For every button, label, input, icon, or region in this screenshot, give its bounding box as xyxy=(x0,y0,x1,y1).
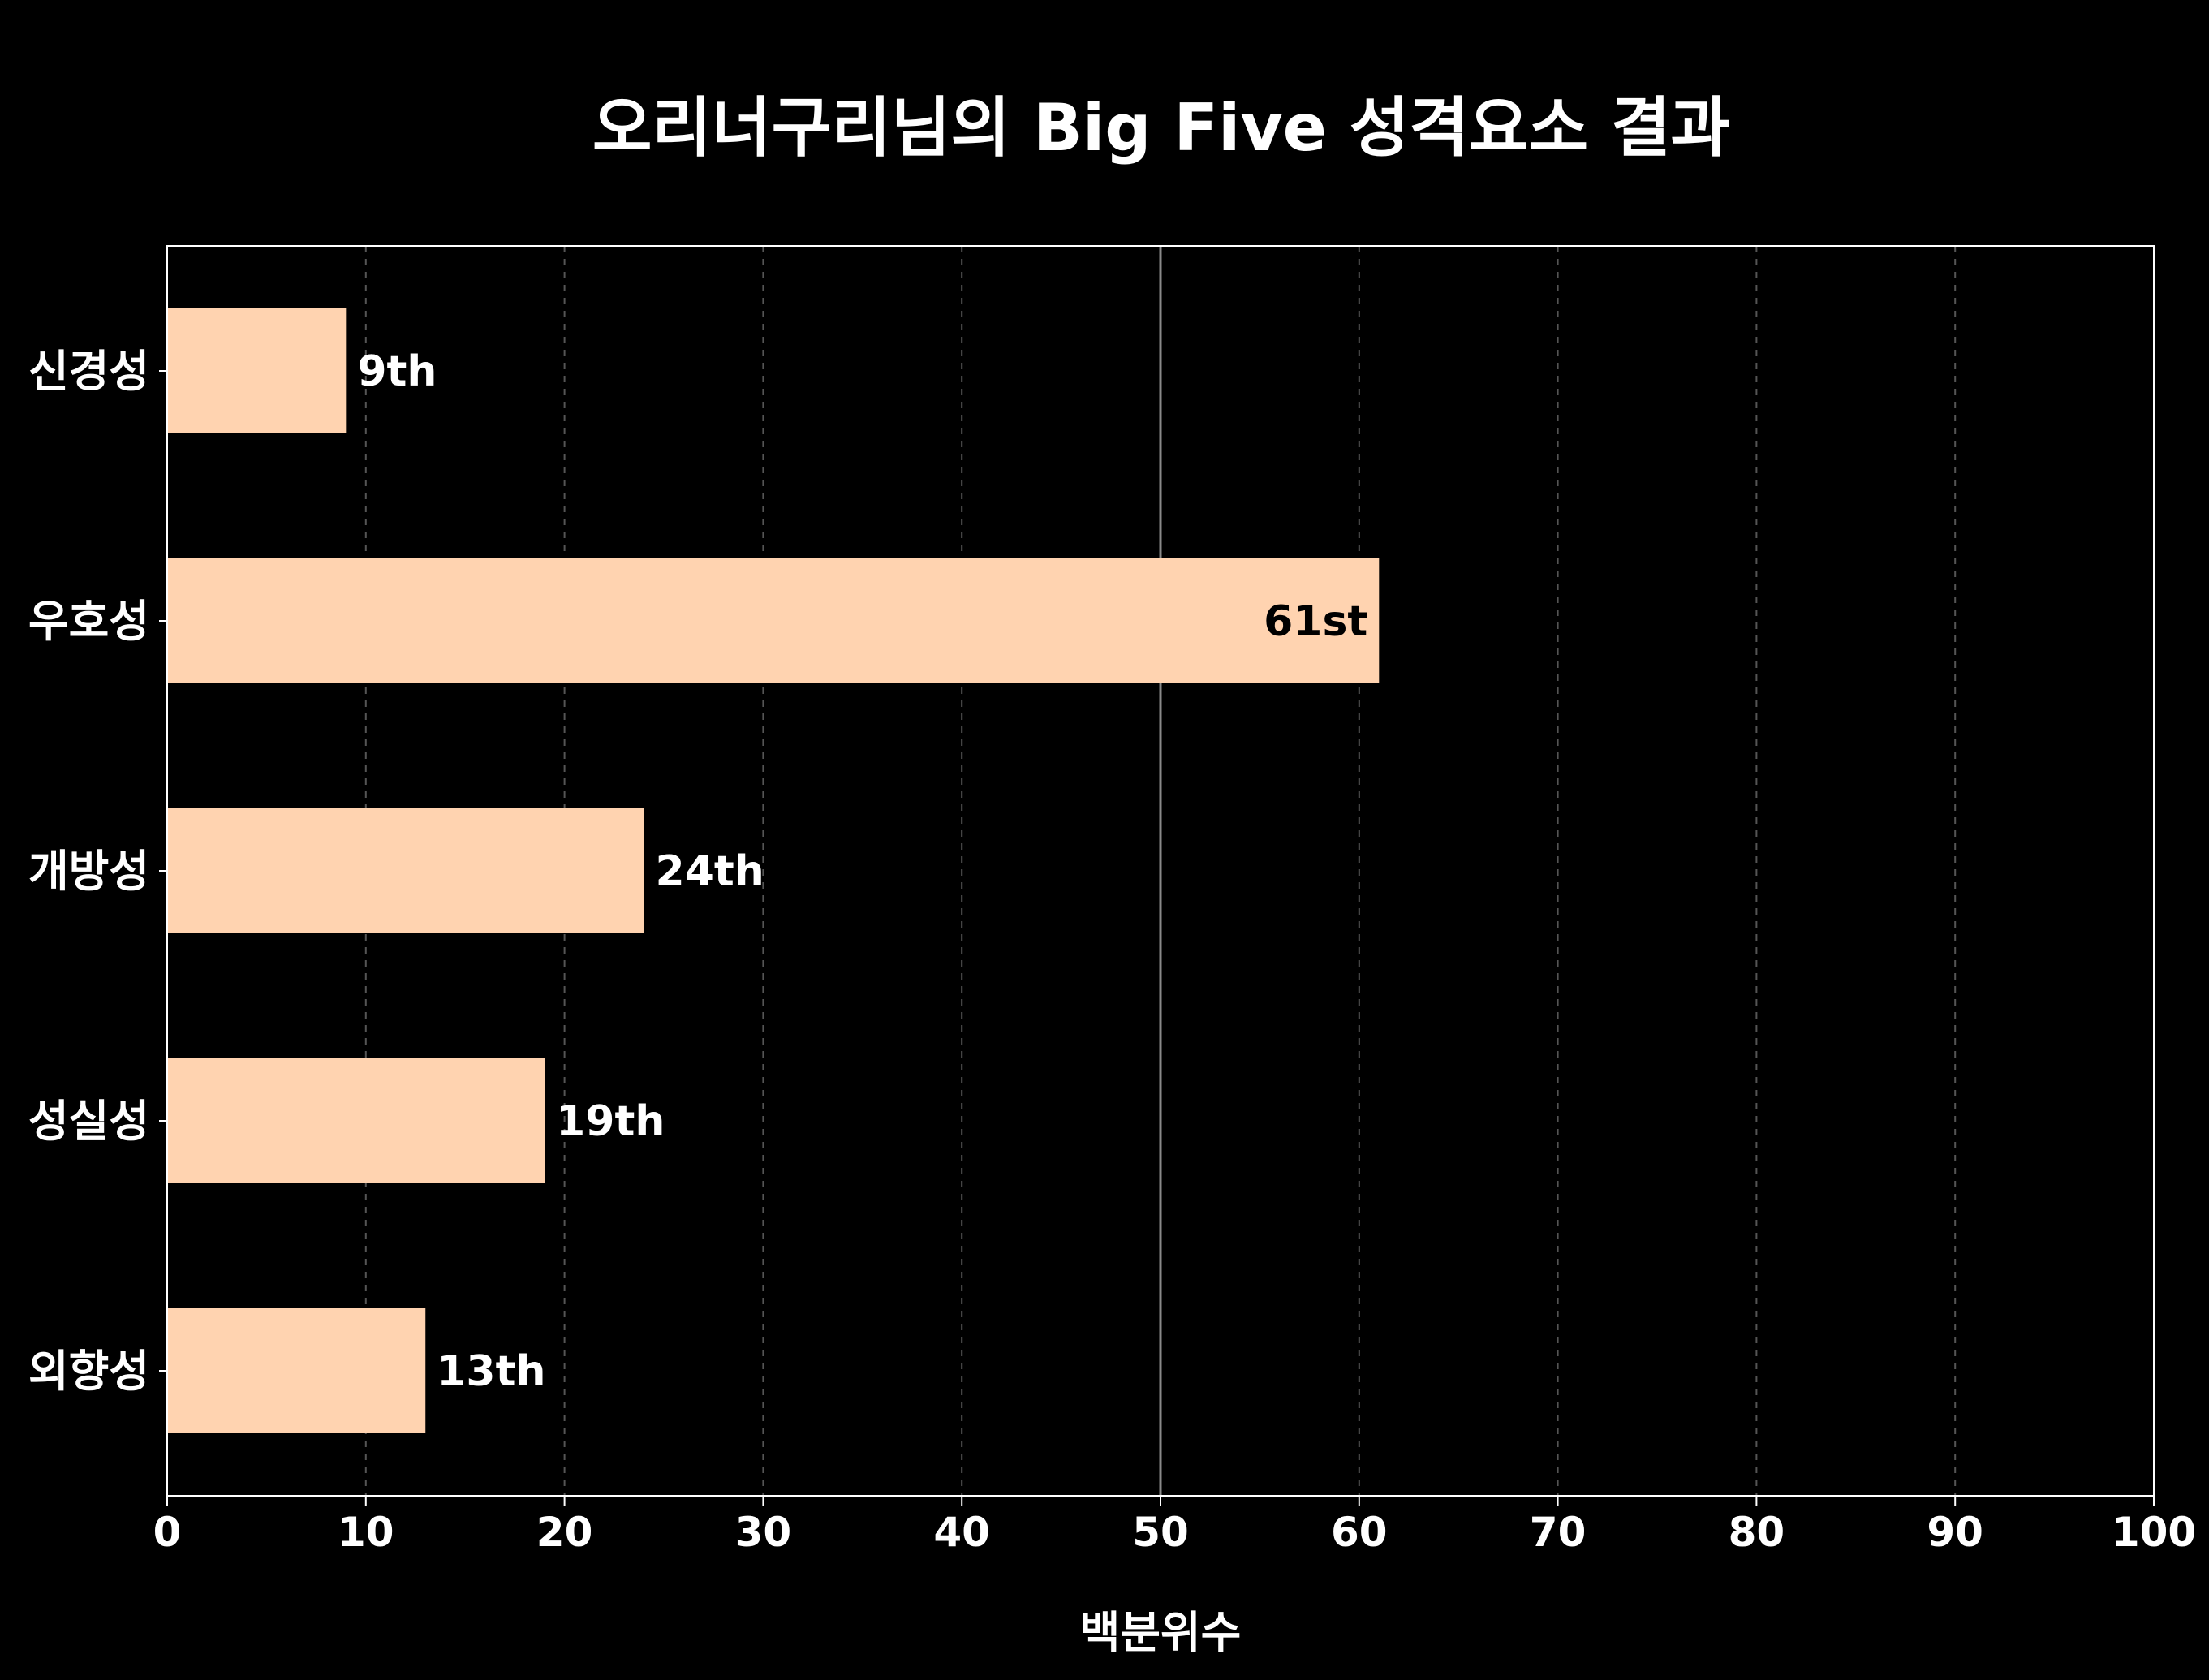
data-label-5: 13th xyxy=(437,1347,545,1396)
x-axis: 0 10 20 30 40 50 60 70 80 90 100 xyxy=(153,1496,2196,1556)
bar-5 xyxy=(167,1308,426,1433)
x-tick-label-90: 90 xyxy=(1927,1509,1983,1556)
y-tick-label-5: 외향성 xyxy=(28,1346,149,1397)
bars: 9th 61st 24th 19th 13th xyxy=(167,308,1380,1433)
x-tick-label-70: 70 xyxy=(1530,1509,1587,1556)
bar-1 xyxy=(167,308,347,433)
x-tick-label-100: 100 xyxy=(2112,1509,2196,1556)
data-label-3: 24th xyxy=(656,847,764,896)
grid-lines xyxy=(364,246,1957,1496)
x-axis-label: 백분위수 xyxy=(1080,1607,1242,1658)
y-tick-label-3: 개방성 xyxy=(28,846,149,897)
data-label-2: 61st xyxy=(1264,597,1367,646)
y-tick-label-2: 우호성 xyxy=(28,596,149,647)
bar-3 xyxy=(167,808,644,933)
data-label-1: 9th xyxy=(357,347,437,396)
x-tick-label-10: 10 xyxy=(338,1509,394,1556)
x-tick-label-40: 40 xyxy=(933,1509,990,1556)
x-tick-label-50: 50 xyxy=(1132,1509,1189,1556)
data-label-4: 19th xyxy=(556,1097,665,1146)
x-tick-label-0: 0 xyxy=(153,1509,182,1556)
bar-4 xyxy=(167,1058,545,1183)
x-tick-label-80: 80 xyxy=(1729,1509,1785,1556)
y-tick-label-1: 신경성 xyxy=(28,346,149,397)
y-tick-label-4: 성실성 xyxy=(28,1096,149,1147)
x-tick-label-20: 20 xyxy=(536,1509,593,1556)
bar-2 xyxy=(167,558,1380,683)
x-tick-label-30: 30 xyxy=(735,1509,792,1556)
chart-title: 오리너구리님의 Big Five 성격요소 결과 xyxy=(592,90,1730,166)
x-tick-label-60: 60 xyxy=(1331,1509,1388,1556)
